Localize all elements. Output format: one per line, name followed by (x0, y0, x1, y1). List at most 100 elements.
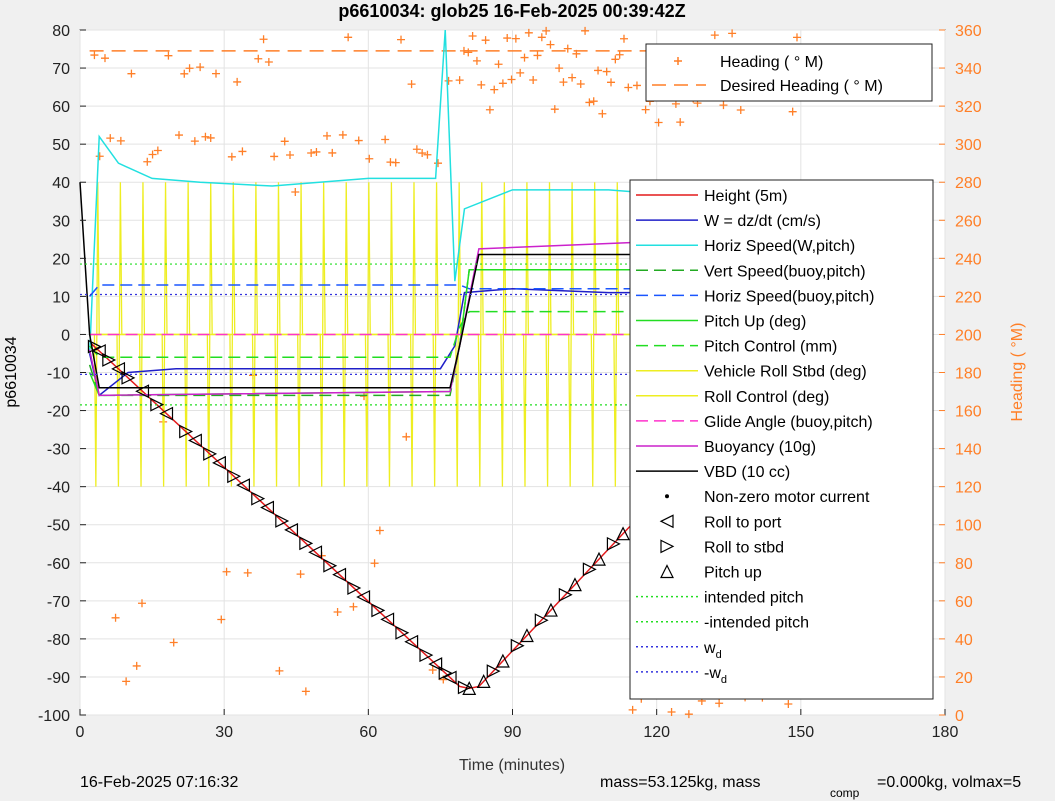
y-tick-label: 20 (52, 251, 70, 268)
legend-entry-label: Horiz Speed(W,pitch) (704, 238, 855, 255)
heading-point (632, 81, 641, 90)
heading-point (490, 85, 499, 94)
marker-roll-to-stbd (510, 638, 525, 653)
legend-entry-label: Horiz Speed(buoy,pitch) (704, 288, 874, 305)
y-right-tick-label: 140 (955, 442, 982, 459)
heading-point (111, 613, 120, 622)
legend-heading-box (645, 43, 933, 102)
y-right-tick-label: 80 (955, 556, 973, 573)
heading-point (148, 150, 157, 159)
heading-point (106, 134, 115, 143)
marker-roll-to-stbd (251, 491, 266, 506)
marker-roll-to-port (404, 634, 419, 649)
marker-roll-to-stbd (606, 536, 621, 551)
footer-volmax: =0.000kg, volmax=5 (877, 774, 1021, 791)
heading-point (344, 33, 353, 42)
x-tick-label: 150 (787, 724, 814, 741)
marker-roll-to-stbd (395, 625, 410, 640)
legend-entry-label: Glide Angle (buoy,pitch) (704, 414, 873, 431)
y-tick-label: 50 (52, 137, 70, 154)
marker-roll-to-stbd (558, 587, 573, 602)
heading-point (516, 68, 525, 77)
heading-point (397, 35, 406, 44)
legend-entry-label: Roll to port (704, 514, 782, 531)
heading-point (628, 705, 637, 714)
heading-point (280, 137, 289, 146)
heading-point (164, 51, 173, 60)
heading-point (238, 147, 247, 156)
heading-point (243, 568, 252, 577)
marker-pitch-up (568, 577, 582, 592)
legend-entry-label: Vert Speed(buoy,pitch) (704, 263, 866, 280)
heading-point (370, 559, 379, 568)
marker-roll-to-port (159, 406, 174, 421)
y-right-tick-label: 200 (955, 327, 982, 344)
y-tick-label: -60 (47, 556, 70, 573)
y-tick-label: 70 (52, 61, 70, 78)
legend-entry-label: Pitch up (704, 565, 762, 582)
heading-point (381, 135, 390, 144)
series-horiz-speed-w-pitch (88, 29, 801, 354)
marker-roll-to-stbd (534, 613, 549, 628)
axis-ticks: 0 30 60 90 120 150 18080706050403020100-10-20-… (38, 23, 982, 741)
heading-point (598, 109, 607, 118)
heading-point (153, 146, 162, 155)
heading-point (503, 34, 512, 43)
heading-point (624, 83, 633, 92)
heading-point (254, 54, 263, 63)
legend-main: Height (5m) W = dz/dt (cm/s) Horiz Speed(W… (629, 179, 934, 700)
heading-point (296, 570, 305, 579)
marker-roll-to-stbd (203, 446, 218, 461)
heading-point (784, 700, 793, 709)
heading-point (301, 687, 310, 696)
series-w-dz-dt-cm-s (88, 288, 801, 397)
marker-roll-to-stbd (102, 352, 117, 367)
heading-point (710, 31, 719, 40)
heading-point (291, 187, 300, 196)
y-right-tick-label: 360 (955, 23, 982, 40)
heading-point (788, 107, 797, 116)
y-right-tick-label: 180 (955, 366, 982, 383)
heading-point (391, 158, 400, 167)
heading-point (529, 76, 538, 85)
heading-point (511, 34, 520, 43)
heading-point (468, 31, 477, 40)
marker-roll-to-stbd (371, 603, 386, 618)
heading-point (100, 54, 109, 63)
heading-point (132, 661, 141, 670)
marker-pitch-up (519, 628, 534, 643)
marker-roll-to-stbd (275, 513, 290, 528)
x-tick-label: 180 (932, 724, 959, 741)
heading-point (715, 699, 724, 708)
marker-roll-to-stbd (150, 397, 165, 412)
heading-point (185, 64, 194, 73)
heading-point (169, 638, 178, 647)
heading-point (423, 150, 432, 159)
heading-point (455, 76, 464, 85)
marker-roll-to-stbd (486, 664, 501, 679)
marker-roll-to-stbd (457, 680, 472, 695)
heading-point (307, 148, 316, 157)
heading-point (286, 151, 295, 160)
heading-point (498, 79, 507, 88)
heading-point (90, 51, 99, 60)
y-right-tick-label: 240 (955, 251, 982, 268)
legend-subscript: d (721, 674, 727, 686)
y-tick-label: -90 (47, 670, 70, 687)
heading-point (190, 137, 199, 146)
y-tick-label: 10 (52, 289, 70, 306)
heading-point (559, 78, 568, 87)
heading-point (719, 101, 728, 110)
marker-pitch-up (495, 653, 510, 668)
heading-point (728, 29, 737, 38)
heading-point (602, 67, 611, 76)
heading-point (684, 710, 693, 719)
heading-point (507, 75, 516, 84)
y-right-tick-label: 100 (955, 518, 982, 535)
footer-mass-text: mass=53.125kg, mass (600, 774, 761, 791)
x-tick-label: 90 (504, 724, 522, 741)
legend-marker-roll-stbd (660, 539, 675, 554)
y-right-tick-label: 320 (955, 99, 982, 116)
marker-pitch-up (592, 551, 606, 566)
legend-entry-label: Roll to stbd (704, 539, 784, 556)
